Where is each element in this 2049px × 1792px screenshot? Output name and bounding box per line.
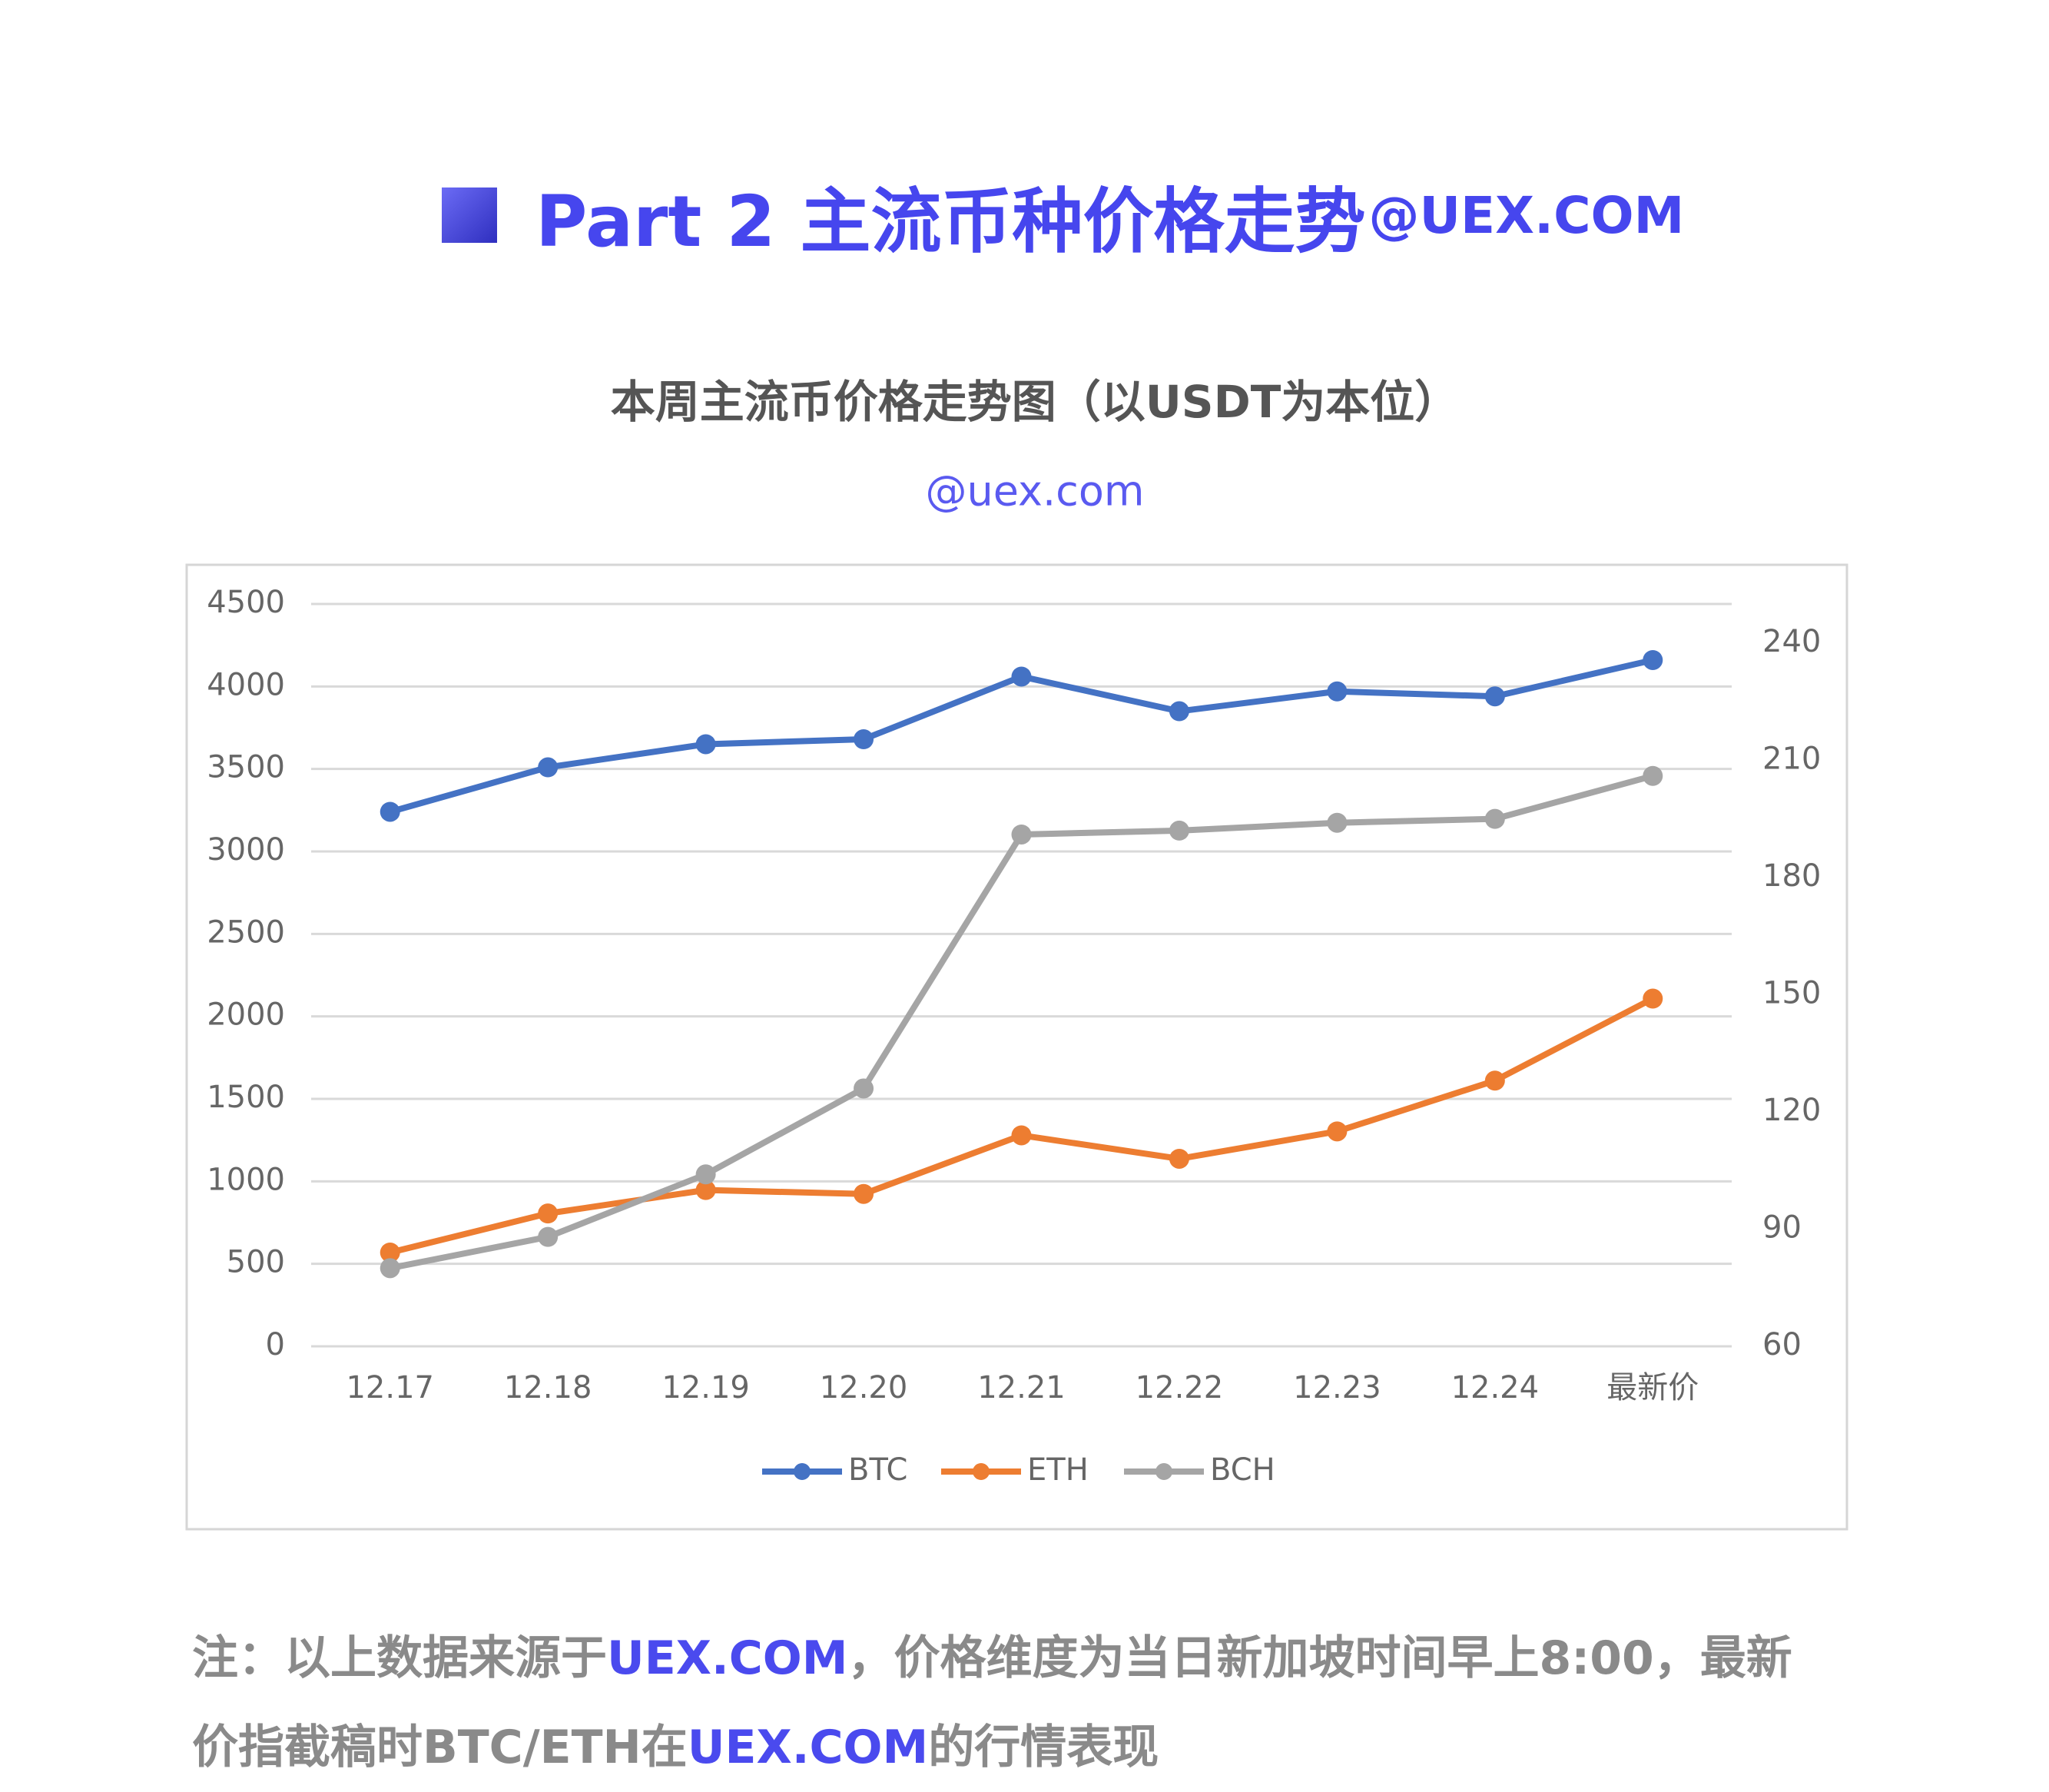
note-text: 价指截稿时BTC/ETH在	[192, 1721, 688, 1774]
y-tick-label: 2500	[207, 914, 285, 950]
y-tick-label: 4000	[207, 667, 285, 702]
point	[1011, 824, 1032, 845]
point	[1484, 686, 1505, 707]
y2-tick-label: 90	[1762, 1210, 1802, 1245]
note: 注：以上数据来源于UEX.COM，价格维度为当日新加坡时间早上8:00，最新 价…	[192, 1614, 1792, 1792]
point	[380, 801, 400, 822]
x-tick-label: 12.20	[820, 1370, 908, 1405]
point	[1327, 1121, 1348, 1142]
x-tick-label: 12.18	[504, 1370, 592, 1405]
point	[695, 1164, 716, 1185]
point	[1643, 765, 1663, 786]
chart: 本周主流币价格走势图（以USDT为本位） @uex.com 0 500 1000 15…	[185, 376, 1848, 1531]
legend-marker	[794, 1463, 811, 1480]
chart-subtitle: @uex.com	[926, 467, 1145, 516]
y2-tick-label: 210	[1762, 741, 1821, 776]
header: Part 2 主流币种价格走势 @UEX.COM	[442, 169, 1685, 263]
y-tick-label: 0	[266, 1327, 285, 1362]
y-tick-label: 1000	[207, 1162, 285, 1197]
point	[1169, 820, 1189, 841]
legend-label: BCH	[1210, 1452, 1275, 1488]
y-tick-label: 4500	[207, 585, 285, 620]
point	[538, 757, 559, 778]
y-tick-label: 3500	[207, 750, 285, 785]
legend-label: ETH	[1027, 1452, 1089, 1488]
note-line: 注：以上数据来源于UEX.COM，价格维度为当日新加坡时间早上8:00，最新	[192, 1614, 1792, 1703]
point	[1327, 812, 1348, 833]
x-tick-label: 12.23	[1293, 1370, 1381, 1405]
y2-tick-label: 240	[1762, 624, 1821, 659]
x-tick-label: 最新价	[1606, 1370, 1699, 1405]
note-line: 价指截稿时BTC/ETH在UEX.COM的行情表现	[192, 1703, 1792, 1792]
x-tick-label: 12.19	[661, 1370, 750, 1405]
point	[854, 1078, 874, 1099]
y2-tick-label: 120	[1762, 1093, 1821, 1128]
title-square	[442, 187, 497, 243]
point	[1169, 1148, 1189, 1169]
point	[1643, 988, 1663, 1009]
y-tick-label: 1500	[207, 1080, 285, 1115]
point	[1327, 681, 1348, 702]
point	[695, 1180, 716, 1200]
point	[1011, 666, 1032, 687]
note-link: UEX.COM	[687, 1721, 929, 1774]
y-tick-label: 2000	[207, 997, 285, 1033]
point	[1484, 1070, 1505, 1091]
point	[854, 729, 874, 750]
note-link: UEX.COM	[607, 1631, 848, 1685]
chart-title: 本周主流币价格走势图（以USDT为本位）	[611, 376, 1460, 428]
note-text: ，价格维度为当日新加坡时间早上8:00，最新	[847, 1631, 1792, 1685]
x-tick-label: 12.17	[346, 1370, 434, 1405]
point	[695, 734, 716, 755]
y-tick-label: 500	[227, 1245, 285, 1280]
y2-tick-label: 60	[1762, 1327, 1802, 1362]
y2-tick-label: 180	[1762, 858, 1821, 894]
point	[1169, 701, 1189, 722]
point	[1643, 649, 1663, 670]
x-tick-label: 12.21	[977, 1370, 1066, 1405]
legend-label: BTC	[848, 1452, 907, 1488]
note-text: 的行情表现	[928, 1721, 1159, 1774]
point	[1011, 1125, 1032, 1146]
legend-marker	[973, 1463, 990, 1480]
page-site: @UEX.COM	[1368, 185, 1685, 245]
point	[380, 1258, 400, 1279]
note-text: 注：以上数据来源于	[192, 1631, 607, 1685]
page-title: Part 2 主流币种价格走势	[535, 180, 1366, 263]
legend-marker	[1155, 1463, 1172, 1480]
point	[538, 1226, 559, 1247]
point	[1484, 808, 1505, 829]
y2-tick-label: 150	[1762, 975, 1821, 1010]
x-tick-label: 12.24	[1451, 1370, 1540, 1405]
chart-frame	[185, 563, 1848, 1531]
point	[380, 1242, 400, 1263]
point	[538, 1203, 559, 1224]
x-tick-label: 12.22	[1136, 1370, 1224, 1405]
point	[854, 1183, 874, 1204]
y-tick-label: 3000	[207, 832, 285, 868]
